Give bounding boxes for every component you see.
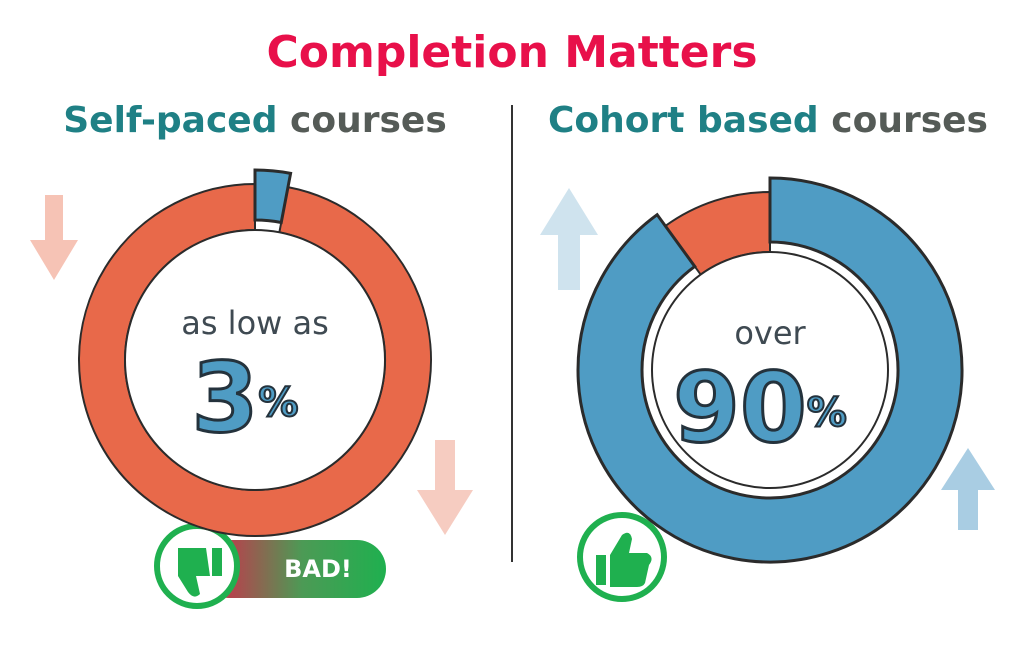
up-arrow (941, 448, 995, 530)
donut-value (253, 168, 293, 225)
donut-hole (124, 229, 386, 491)
title: Completion Matters (266, 27, 757, 78)
value-unit: % (807, 390, 847, 436)
heading-main: Cohort based (548, 100, 819, 141)
down-arrow (417, 440, 473, 535)
value-number: 3 (192, 342, 259, 454)
value-number: 90 (673, 352, 807, 464)
caption: as low as (181, 304, 329, 342)
thumbs-down (178, 548, 222, 597)
caption: over (734, 314, 806, 352)
big-value: 3% (192, 342, 299, 454)
value-unit: % (258, 380, 298, 426)
big-value: 90% (673, 352, 847, 464)
thumbs-up (596, 532, 652, 587)
donut-hole (651, 251, 889, 489)
heading-main: Self-paced (63, 100, 277, 141)
heading-rest: courses (831, 100, 988, 141)
badge-pill (200, 540, 386, 598)
badge-label: BAD! (284, 555, 352, 583)
panel-heading: Self-paced courses (63, 100, 447, 141)
donut-value (576, 176, 964, 564)
up-arrow (540, 188, 598, 290)
heading-rest: courses (290, 100, 447, 141)
panel-heading: Cohort based courses (548, 100, 988, 141)
down-arrow (30, 195, 78, 280)
